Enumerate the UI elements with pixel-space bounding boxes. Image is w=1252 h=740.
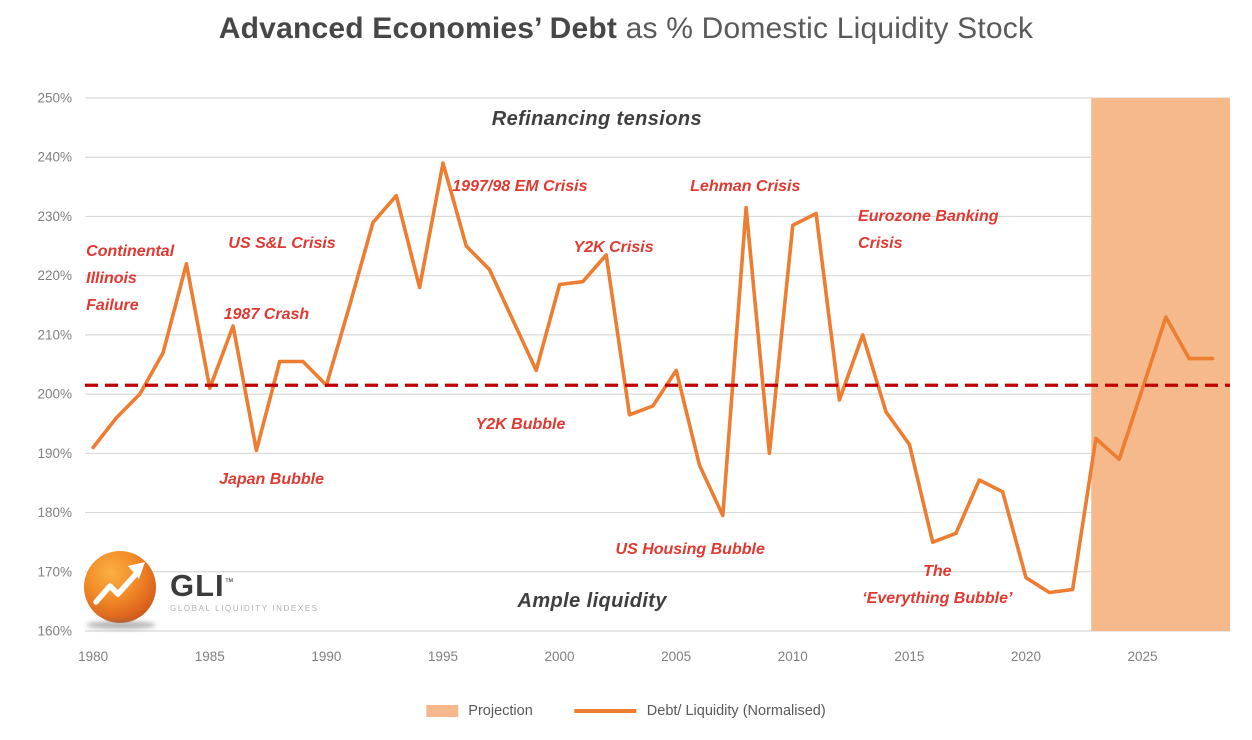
gli-logo-tagline: GLOBAL LIQUIDITY INDEXES (170, 603, 319, 613)
x-tick-label: 2015 (894, 649, 924, 664)
y-tick-label: 230% (37, 209, 72, 224)
line-swatch-icon (574, 709, 637, 713)
y-tick-label: 200% (37, 387, 72, 402)
logo-shadow (86, 621, 156, 629)
projection-band (1091, 98, 1230, 631)
gli-globe-icon (83, 550, 159, 632)
legend: Projection Debt/ Liquidity (Normalised) (426, 703, 826, 719)
y-tick-label: 160% (37, 624, 72, 639)
crisis-annotation: Continental Illinois Failure (86, 242, 175, 315)
y-tick-label: 220% (37, 268, 72, 283)
crisis-annotation: 1987 Crash (223, 306, 310, 324)
gli-logo-text: GLI™ GLOBAL LIQUIDITY INDEXES (170, 570, 319, 613)
gli-logo: GLI™ GLOBAL LIQUIDITY INDEXES (83, 550, 319, 632)
y-tick-label: 240% (37, 150, 72, 165)
x-tick-label: 1985 (195, 649, 225, 664)
legend-item-projection: Projection (426, 703, 533, 719)
x-tick-label: 1990 (311, 649, 341, 664)
crisis-annotation: US S&L Crisis (228, 235, 336, 253)
crisis-annotation: Eurozone Banking Crisis (858, 207, 999, 252)
crisis-annotation: Lehman Crisis (690, 178, 801, 196)
y-tick-label: 170% (37, 564, 72, 579)
x-tick-label: 1980 (78, 649, 108, 664)
crisis-annotation: US Housing Bubble (615, 541, 765, 559)
x-tick-label: 2005 (661, 649, 691, 664)
legend-label: Debt/ Liquidity (Normalised) (646, 703, 826, 719)
x-tick-label: 2020 (1011, 649, 1041, 664)
title-rest-part: as % Domestic Liquidity Stock (617, 12, 1034, 45)
y-tick-label: 250% (37, 91, 72, 106)
legend-item-debt-liquidity-normalised: Debt/ Liquidity (Normalised) (574, 703, 826, 719)
gli-globe-sphere-icon (84, 551, 156, 623)
crisis-annotation: Y2K Crisis (573, 238, 654, 256)
y-tick-label: 190% (37, 446, 72, 461)
crisis-annotation: The ‘Everything Bubble’ (862, 563, 1013, 608)
projection-swatch-icon (426, 705, 459, 717)
legend-label: Projection (468, 703, 533, 719)
x-tick-label: 2010 (778, 649, 808, 664)
x-tick-label: 2000 (545, 649, 575, 664)
trademark-symbol: ™ (224, 576, 235, 587)
crisis-annotation: Japan Bubble (219, 471, 324, 489)
arrowhead-icon (128, 562, 145, 579)
page-title: Advanced Economies’ Debt as % Domestic L… (0, 12, 1252, 46)
crisis-annotation: 1997/98 EM Crisis (452, 178, 588, 196)
y-tick-label: 210% (37, 327, 72, 342)
title-bold-part: Advanced Economies’ Debt (218, 12, 618, 45)
chart-arrow-icon (93, 571, 139, 605)
x-tick-label: 2025 (1128, 649, 1158, 664)
x-tick-label: 1995 (428, 649, 458, 664)
gli-logo-name: GLI™ (170, 567, 235, 603)
debt-liquidity-line (91, 161, 1215, 595)
regime-annotation: Refinancing tensions (491, 108, 702, 131)
y-tick-label: 180% (37, 505, 72, 520)
crisis-annotation: Y2K Bubble (475, 416, 566, 434)
regime-annotation: Ample liquidity (517, 590, 667, 613)
